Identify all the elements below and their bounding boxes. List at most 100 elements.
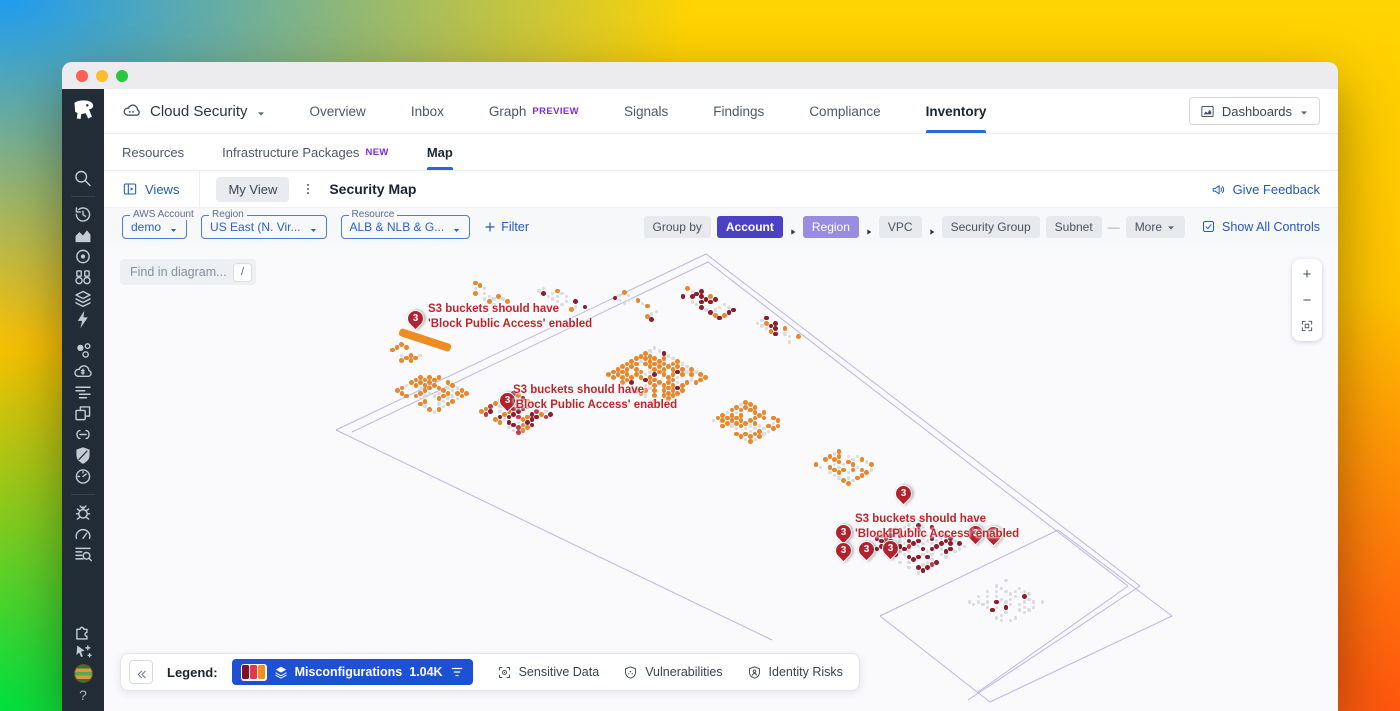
integrations-icon[interactable]: [62, 621, 104, 642]
add-filter-button[interactable]: Filter: [484, 220, 529, 234]
views-panel-icon: [122, 181, 138, 197]
vulnerabilities-icon: [623, 665, 638, 680]
tab-graph[interactable]: Graph PREVIEW: [488, 103, 579, 119]
map-legend: Legend: Misconfigurations 1.04K Sensitiv…: [120, 653, 860, 691]
highlight-bars-layer: [104, 245, 1338, 711]
metrics-icon[interactable]: [62, 225, 104, 246]
resource-dots-layer: [104, 245, 1338, 711]
issue-pin[interactable]: 3: [980, 522, 1006, 547]
datadog-logo-icon[interactable]: [70, 97, 97, 124]
view-options-kebab-icon[interactable]: [301, 182, 315, 196]
help-button[interactable]: ?: [79, 686, 87, 703]
processes-icon[interactable]: [62, 340, 104, 361]
zoom-window-button[interactable]: [116, 69, 128, 82]
watchdog-icon[interactable]: [62, 267, 104, 288]
sidebar-divider: [71, 196, 95, 197]
legend-collapse-button[interactable]: [129, 660, 153, 684]
apm-icon[interactable]: [62, 309, 104, 330]
tab-signals[interactable]: Signals: [624, 103, 669, 119]
dashboards-icon: [1200, 104, 1215, 119]
profiling-icon[interactable]: [62, 523, 104, 544]
severity-swatch: [240, 663, 267, 681]
tab-overview[interactable]: Overview: [309, 103, 366, 119]
swatch-bar: [250, 665, 257, 679]
tab-inbox[interactable]: Inbox: [410, 103, 444, 119]
aws-account-filter[interactable]: AWS Account demo: [122, 208, 197, 239]
chevron-down-icon: [309, 222, 318, 232]
security-shield-icon[interactable]: [62, 445, 104, 466]
window-titlebar: [62, 62, 1338, 89]
group-by-vpc[interactable]: VPC: [878, 215, 922, 238]
issue-pin[interactable]: 3: [402, 306, 428, 331]
group-by-account[interactable]: Account: [716, 215, 783, 238]
user-avatar[interactable]: [62, 663, 104, 684]
zoom-out-button[interactable]: −: [1302, 291, 1312, 309]
dashboards-button[interactable]: Dashboards: [1188, 97, 1320, 125]
chevron-down-icon: [1299, 106, 1309, 116]
product-switcher[interactable]: Cloud Security: [122, 101, 266, 121]
issue-pin[interactable]: 3: [494, 388, 520, 413]
search-icon[interactable]: [62, 168, 104, 189]
ai-assistant-icon[interactable]: [62, 642, 104, 663]
sidebar-divider: [71, 494, 95, 495]
sensitive-data-icon: [497, 665, 512, 680]
issue-annotation: S3 buckets should have 'Block Public Acce…: [513, 384, 678, 411]
give-feedback-link[interactable]: Give Feedback: [1211, 182, 1320, 197]
views-button[interactable]: Views: [104, 171, 201, 207]
highlighted-resource-bar: [398, 327, 452, 353]
cloud-cost-icon[interactable]: [62, 361, 104, 382]
issue-pin[interactable]: 3: [890, 481, 916, 506]
history-icon[interactable]: [62, 204, 104, 225]
group-arrow-icon: [928, 223, 936, 235]
group-by-subnet[interactable]: Subnet: [1045, 215, 1102, 238]
tab-inventory[interactable]: Inventory: [925, 89, 986, 133]
issue-pin[interactable]: 3: [962, 521, 988, 546]
identity-risks-icon: [747, 665, 762, 680]
issue-annotations-layer: S3 buckets should have 'Block Public Acce…: [104, 245, 1338, 711]
issue-pin[interactable]: 3: [877, 536, 903, 561]
close-window-button[interactable]: [76, 69, 88, 82]
my-view-tab[interactable]: My View: [216, 176, 290, 202]
find-in-diagram-input[interactable]: Find in diagram... /: [120, 259, 256, 285]
logs-icon[interactable]: [62, 382, 104, 403]
tab-map[interactable]: Map: [426, 134, 453, 170]
issue-pin[interactable]: 3: [830, 538, 856, 563]
group-by-security-group[interactable]: Security Group: [941, 215, 1040, 238]
group-by-more[interactable]: More: [1125, 215, 1186, 238]
legend-sensitive-data[interactable]: Sensitive Data: [497, 665, 599, 680]
group-by-region[interactable]: Region: [802, 215, 859, 238]
tab-findings[interactable]: Findings: [713, 103, 765, 119]
issue-pin[interactable]: 3: [853, 537, 879, 562]
fit-to-screen-button[interactable]: [1292, 313, 1322, 339]
region-filter[interactable]: Region US East (N. Vir...: [201, 208, 327, 239]
tab-resources[interactable]: Resources: [122, 144, 185, 160]
megaphone-icon: [1211, 182, 1226, 197]
legend-identity-risks[interactable]: Identity Risks: [747, 665, 843, 680]
isometric-outlines: [335, 253, 1173, 703]
top-nav-items: Overview Inbox Graph PREVIEW Signals Find…: [309, 89, 986, 133]
new-badge: NEW: [365, 146, 389, 158]
legend-misconfigurations-pill[interactable]: Misconfigurations 1.04K: [231, 659, 473, 685]
controls-checkbox-icon: [1201, 219, 1216, 234]
group-arrow-icon: [865, 223, 873, 235]
ci-pipelines-icon[interactable]: [62, 424, 104, 445]
legend-vulnerabilities[interactable]: Vulnerabilities: [623, 665, 723, 680]
resource-filter[interactable]: Resource ALB & NLB & G...: [340, 208, 471, 239]
tab-infrastructure-packages[interactable]: Infrastructure Packages NEW: [222, 144, 389, 160]
preview-badge: PREVIEW: [532, 105, 579, 117]
zoom-in-button[interactable]: +: [1302, 265, 1312, 283]
error-tracking-icon[interactable]: [62, 502, 104, 523]
rum-icon[interactable]: [62, 403, 104, 424]
infrastructure-icon[interactable]: [62, 288, 104, 309]
minimize-window-button[interactable]: [96, 69, 108, 82]
service-management-icon[interactable]: [62, 466, 104, 487]
show-all-controls-button[interactable]: Show All Controls: [1201, 219, 1320, 234]
monitors-icon[interactable]: [62, 246, 104, 267]
tab-compliance[interactable]: Compliance: [809, 103, 881, 119]
plus-icon: [484, 221, 496, 233]
slash-shortcut-badge: /: [234, 263, 251, 281]
log-search-icon[interactable]: [62, 544, 104, 565]
